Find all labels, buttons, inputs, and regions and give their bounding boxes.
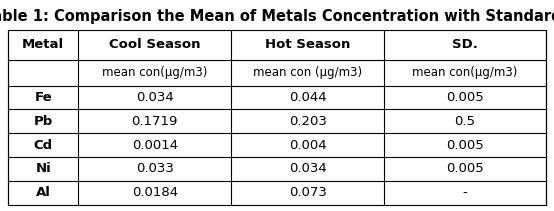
Text: Metal: Metal [22, 38, 64, 51]
Text: 0.034: 0.034 [136, 91, 173, 104]
Text: mean con (μg/m3): mean con (μg/m3) [253, 66, 362, 79]
Text: 0.203: 0.203 [289, 115, 327, 128]
Text: 0.004: 0.004 [289, 139, 327, 152]
Text: Fe: Fe [34, 91, 52, 104]
Text: Cd: Cd [34, 139, 53, 152]
Text: 0.034: 0.034 [289, 162, 327, 175]
Text: 0.005: 0.005 [446, 139, 484, 152]
Text: mean con(μg/m3): mean con(μg/m3) [412, 66, 518, 79]
Text: -: - [463, 186, 468, 199]
Text: Al: Al [36, 186, 50, 199]
Text: 0.1719: 0.1719 [131, 115, 178, 128]
Text: Pb: Pb [34, 115, 53, 128]
Text: 0.044: 0.044 [289, 91, 327, 104]
Text: 0.005: 0.005 [446, 91, 484, 104]
Text: Table 1: Comparison the Mean of Metals Concentration with Standards: Table 1: Comparison the Mean of Metals C… [0, 9, 554, 24]
Text: Hot Season: Hot Season [265, 38, 351, 51]
Text: Ni: Ni [35, 162, 51, 175]
Text: 0.005: 0.005 [446, 162, 484, 175]
Text: 0.033: 0.033 [136, 162, 174, 175]
Text: SD.: SD. [452, 38, 478, 51]
Text: 0.5: 0.5 [455, 115, 475, 128]
Text: Cool Season: Cool Season [109, 38, 201, 51]
Text: 0.0014: 0.0014 [132, 139, 178, 152]
Text: mean con(μg/m3): mean con(μg/m3) [102, 66, 207, 79]
Bar [8, 30, 546, 205]
Text: 0.0184: 0.0184 [132, 186, 178, 199]
Text: 0.073: 0.073 [289, 186, 327, 199]
